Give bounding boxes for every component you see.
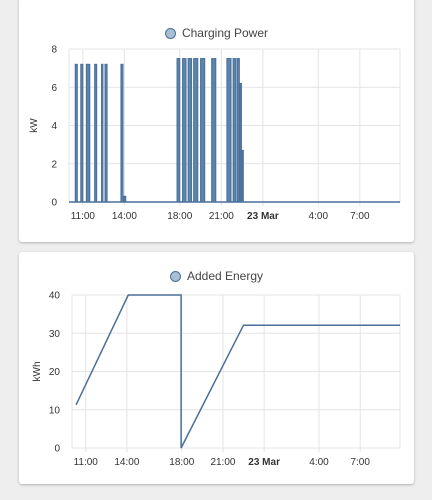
added-energy-legend[interactable]: Added Energy (19, 267, 414, 285)
charging-power-bar[interactable] (120, 63, 124, 203)
added-energy-legend-label: Added Energy (186, 269, 264, 283)
charging-power-card: Charging Power 0 2 4 6 8 11:00 14:00 18:00 21:00… (19, 0, 414, 242)
charging-x-tick-label: 18:00 (167, 211, 192, 222)
charging-power-bar[interactable] (85, 63, 91, 203)
charging-power-bar[interactable] (123, 195, 127, 203)
energy-y-tick-label: 40 (49, 291, 61, 302)
charging-power-bar[interactable] (226, 58, 232, 203)
energy-x-tick-label: 11:00 (74, 457, 99, 468)
energy-y-tick-label: 10 (49, 405, 61, 416)
charging-power-bar[interactable] (232, 58, 237, 203)
charging-y-tick-label: 8 (51, 45, 57, 56)
energy-y-axis-label: kWh (32, 362, 43, 382)
charging-power-bar[interactable] (80, 63, 84, 203)
energy-y-tick-label: 0 (54, 444, 60, 455)
charging-power-bar[interactable] (239, 82, 242, 203)
energy-y-tick-label: 30 (49, 329, 61, 340)
charging-y-tick-label: 0 (51, 198, 57, 209)
charging-power-bar[interactable] (74, 63, 78, 203)
charging-x-tick-label: 23 Mar (247, 211, 279, 222)
added-energy-line[interactable] (75, 294, 400, 449)
charging-x-tick-label: 4:00 (309, 211, 329, 222)
legend-circle-icon (164, 27, 176, 39)
charging-power-bar[interactable] (104, 63, 108, 203)
charging-power-bar[interactable] (187, 58, 193, 203)
energy-x-tick-label: 18:00 (169, 457, 194, 468)
charging-power-chart[interactable]: 0 2 4 6 8 11:00 14:00 18:00 21:00 23 Mar 4:00 7:00 k… (19, 40, 414, 230)
energy-x-tick-label: 21:00 (210, 457, 235, 468)
charging-y-tick-label: 2 (51, 159, 57, 170)
charging-power-bar[interactable] (236, 58, 240, 203)
charging-power-bar[interactable] (193, 58, 199, 203)
charging-power-bar[interactable] (94, 63, 98, 203)
charging-x-tick-label: 14:00 (112, 211, 137, 222)
legend-circle-icon (169, 270, 181, 282)
charging-power-bar[interactable] (101, 63, 104, 203)
charging-power-legend-label: Charging Power (181, 26, 269, 40)
energy-y-tick-label: 20 (49, 367, 61, 378)
charging-x-tick-label: 21:00 (209, 211, 234, 222)
energy-x-tick-label: 14:00 (114, 457, 139, 468)
charging-y-tick-label: 6 (51, 83, 57, 94)
charging-x-tick-label: 7:00 (350, 211, 370, 222)
charging-power-bar[interactable] (176, 58, 181, 203)
charging-y-axis-label: kW (29, 118, 40, 133)
charging-power-bar[interactable] (241, 149, 244, 203)
charging-power-legend[interactable]: Charging Power (19, 24, 414, 42)
charging-power-bar[interactable] (211, 58, 217, 203)
added-energy-card: Added Energy 0 10 20 30 40 11:00 14:00 18:00 21:… (19, 252, 414, 484)
charging-y-tick-label: 4 (51, 121, 57, 132)
charging-power-bar[interactable] (200, 58, 206, 203)
energy-x-tick-label: 7:00 (350, 457, 370, 468)
charging-power-bar[interactable] (182, 58, 187, 203)
energy-x-tick-label: 4:00 (309, 457, 329, 468)
charging-x-tick-label: 11:00 (71, 211, 96, 222)
added-energy-chart[interactable]: 0 10 20 30 40 11:00 14:00 18:00 21:00 23 Mar 4:00 7… (19, 286, 414, 481)
energy-x-tick-label: 23 Mar (248, 457, 280, 468)
